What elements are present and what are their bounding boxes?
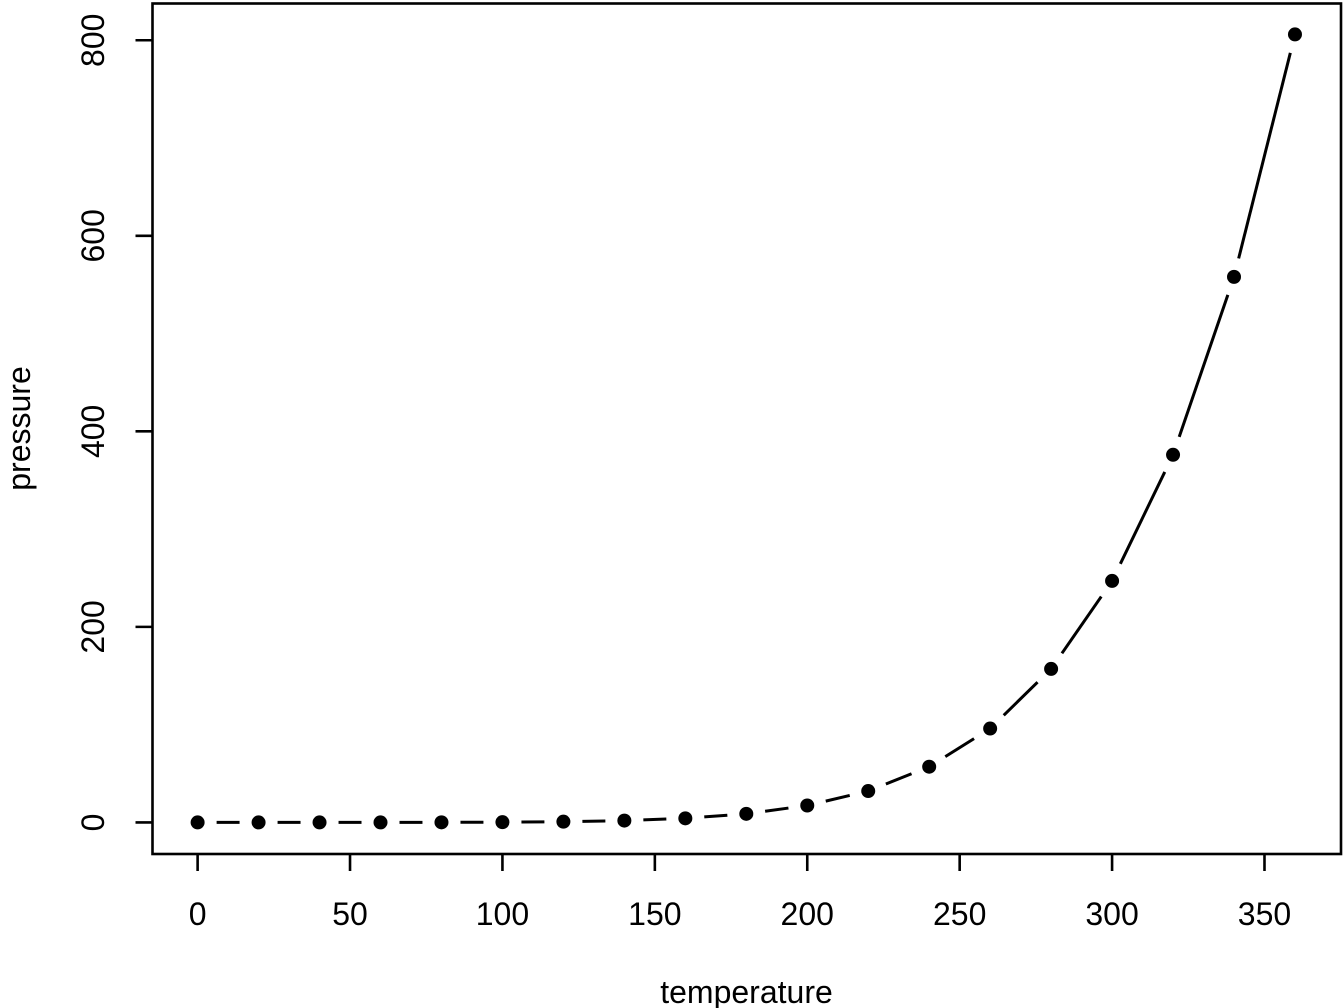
x-axis-title: temperature xyxy=(660,974,833,1008)
y-tick-label: 200 xyxy=(75,600,111,653)
data-point xyxy=(1044,661,1059,676)
series-line-segment xyxy=(1118,471,1167,565)
x-tick-label: 350 xyxy=(1238,896,1291,932)
x-tick-label: 100 xyxy=(476,896,529,932)
data-point xyxy=(617,813,632,828)
series-line-segment xyxy=(885,772,913,786)
data-point xyxy=(373,815,388,830)
x-tick-label: 250 xyxy=(933,896,986,932)
axis-ticks: 0 50 100 150 200 250 300 350 0 200 400 600 800 xyxy=(75,14,1291,932)
data-series xyxy=(190,27,1302,830)
series-line-segment xyxy=(825,793,851,803)
data-point xyxy=(251,815,266,830)
data-point xyxy=(678,811,693,826)
series-line-segment xyxy=(944,737,975,758)
series-line-segment xyxy=(764,806,789,813)
data-point xyxy=(312,815,327,830)
data-point xyxy=(556,814,571,829)
data-point xyxy=(495,815,510,830)
data-point xyxy=(861,784,876,799)
y-axis-title: pressure xyxy=(1,366,37,491)
x-tick-label: 50 xyxy=(332,896,368,932)
data-point xyxy=(1287,27,1302,42)
x-tick-label: 0 xyxy=(189,896,207,932)
data-point xyxy=(800,798,815,813)
plot-box xyxy=(151,2,1343,856)
series-line-segment xyxy=(704,813,728,819)
data-point xyxy=(983,721,998,736)
x-tick-label: 200 xyxy=(781,896,834,932)
data-point xyxy=(739,806,754,821)
series-line-segment xyxy=(1237,52,1292,259)
data-point xyxy=(1105,573,1120,588)
y-tick-label: 800 xyxy=(75,14,111,67)
series-line-segment xyxy=(1002,681,1039,717)
data-point xyxy=(1227,269,1242,284)
data-point xyxy=(922,759,937,774)
series-line-segment xyxy=(1060,595,1103,655)
y-tick-label: 600 xyxy=(75,209,111,262)
y-tick-label: 400 xyxy=(75,405,111,458)
x-tick-label: 300 xyxy=(1085,896,1138,932)
x-tick-label: 150 xyxy=(628,896,681,932)
data-point xyxy=(1166,447,1181,462)
y-tick-label: 0 xyxy=(75,814,111,832)
data-point xyxy=(190,815,205,830)
data-point xyxy=(434,815,449,830)
series-line-segment xyxy=(643,817,667,822)
series-line-segment xyxy=(1177,294,1230,438)
